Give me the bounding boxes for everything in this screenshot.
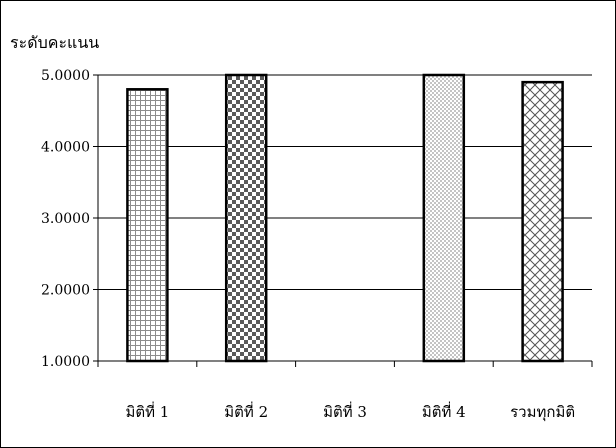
y-tick-label: 5.0000 — [41, 68, 90, 84]
y-axis-title: ระดับคะแนน — [10, 33, 99, 52]
x-axis-labels: มิติที่ 1 มิติที่ 2 มิติที่ 3 มิติที่ 4 รวมท… — [125, 401, 575, 422]
x-tick-label: มิติที่ 1 — [125, 401, 169, 421]
bar — [126, 88, 169, 363]
y-tick-label: 4.0000 — [41, 140, 90, 156]
y-tick-label: 3.0000 — [41, 211, 90, 227]
y-tick-label: 1.0000 — [41, 354, 90, 370]
y-tick-label: 2.0000 — [41, 283, 90, 299]
x-axis — [97, 360, 593, 367]
x-tick-label: รวมทุกมิติ — [510, 403, 575, 422]
bar — [521, 80, 564, 363]
bars — [126, 73, 564, 363]
x-tick-label: มิติที่ 2 — [224, 401, 268, 421]
x-tick-label: มิติที่ 4 — [422, 401, 466, 421]
x-tick-label: มิติที่ 3 — [323, 401, 367, 421]
y-axis-ticks: 1.0000 2.0000 3.0000 4.0000 5.0000 — [41, 68, 90, 370]
bar — [422, 73, 466, 363]
bar — [224, 73, 268, 363]
